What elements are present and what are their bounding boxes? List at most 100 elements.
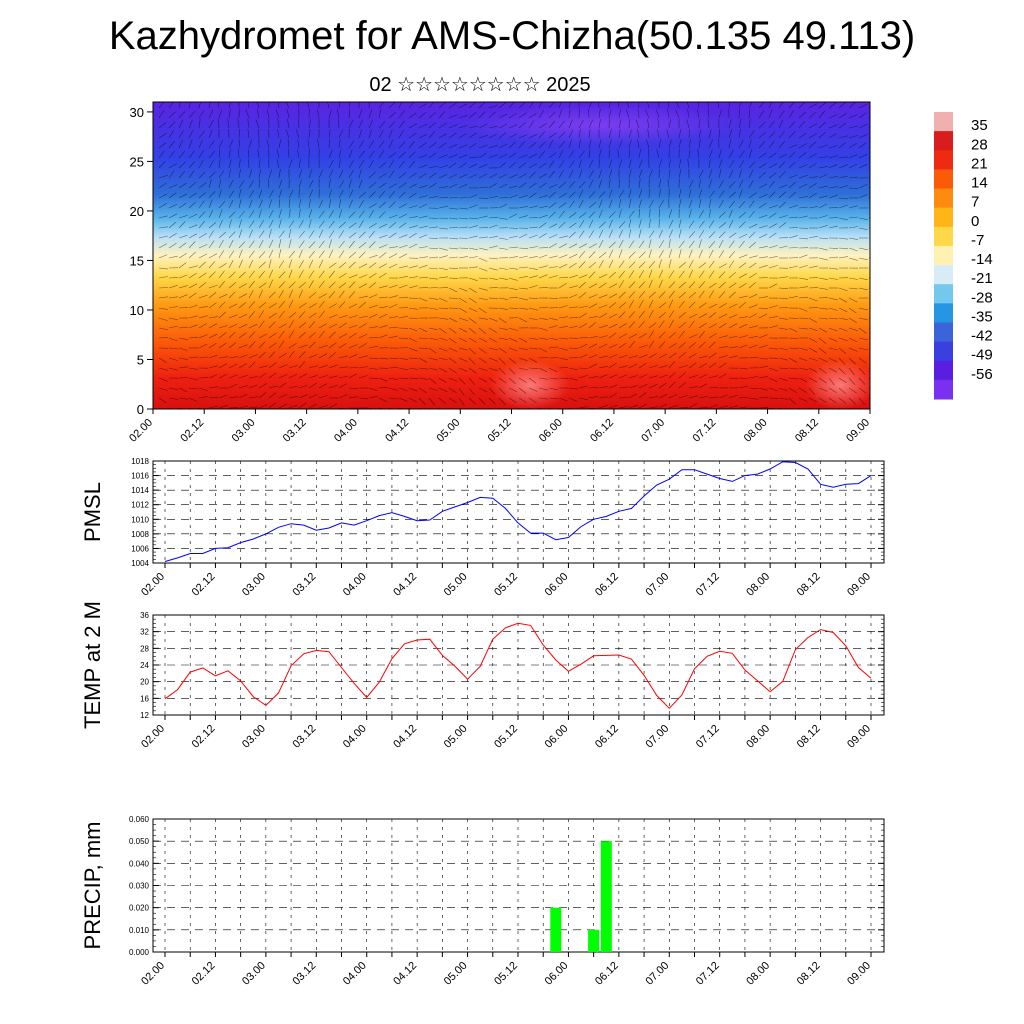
wind-barb	[628, 129, 632, 139]
wind-barb	[598, 221, 606, 229]
wind-barb	[348, 222, 357, 229]
wind-barb	[618, 229, 623, 239]
wind-barb	[448, 114, 458, 119]
wind-barb	[198, 396, 208, 399]
y-tick-label: 10	[130, 303, 144, 318]
wind-barb	[478, 215, 488, 219]
wind-barb	[288, 259, 293, 269]
wind-barb	[258, 392, 267, 399]
wind-barb	[598, 209, 603, 219]
wind-barb	[608, 102, 611, 109]
wind-barb	[438, 267, 448, 271]
wind-barb	[218, 262, 227, 269]
wind-barb	[328, 331, 336, 339]
wind-barb	[288, 299, 294, 309]
wind-barb	[188, 129, 194, 139]
wind-barb	[478, 397, 486, 405]
wind-barb	[288, 281, 296, 289]
wind-barb	[247, 102, 250, 109]
wind-barb	[598, 102, 600, 109]
wind-barb	[618, 190, 624, 199]
wind-barb	[548, 184, 558, 189]
wind-barb	[408, 276, 418, 279]
wind-barb	[298, 159, 301, 169]
wind-barb	[328, 270, 335, 279]
wind-barb	[647, 102, 650, 109]
wind-barb	[168, 317, 178, 321]
wind-barb	[828, 297, 838, 301]
wind-barb	[828, 337, 838, 342]
wind-barb	[798, 265, 808, 269]
wind-barb	[398, 377, 409, 379]
wind-barb	[678, 395, 688, 399]
wind-barb	[678, 219, 682, 229]
wind-barb	[158, 142, 167, 149]
wind-barb	[708, 396, 718, 399]
wind-barb	[368, 262, 377, 269]
wind-barb	[618, 199, 622, 209]
wind-barb	[208, 129, 213, 139]
wind-barb	[327, 102, 330, 109]
wind-barb	[158, 226, 168, 229]
wind-barb	[418, 123, 428, 129]
y-tick-label: 1016	[131, 472, 149, 481]
wind-barb	[838, 387, 847, 395]
wind-barb	[418, 287, 429, 289]
wind-barb	[448, 397, 457, 404]
wind-barb	[308, 365, 318, 369]
wind-barb	[388, 253, 398, 259]
wind-barb	[518, 121, 527, 129]
wind-barb	[418, 215, 428, 219]
wind-barb	[558, 235, 568, 239]
wind-barb	[308, 312, 317, 319]
wind-barb	[768, 205, 778, 209]
wind-barb	[858, 227, 868, 230]
wind-barb	[378, 296, 388, 299]
wind-barb	[548, 266, 558, 269]
wind-barb	[478, 227, 489, 229]
y-tick-label: 0.030	[129, 882, 150, 891]
wind-barb	[568, 294, 578, 299]
wind-barb	[408, 307, 418, 310]
wind-barb	[428, 327, 438, 331]
wind-barb	[208, 386, 218, 389]
wind-barb	[708, 303, 718, 309]
wind-barb	[788, 144, 798, 149]
wind-barb	[428, 165, 438, 169]
wind-barb	[428, 397, 435, 406]
wind-barb	[478, 327, 487, 335]
wind-barb	[528, 397, 537, 404]
wind-barb	[528, 142, 537, 149]
wind-barb	[588, 251, 596, 259]
wind-barb	[738, 119, 742, 129]
wind-barb	[538, 131, 546, 139]
wind-barb	[248, 331, 256, 339]
wind-barb	[278, 352, 287, 359]
wind-barb	[228, 250, 235, 259]
wind-barb	[238, 313, 248, 319]
wind-barb	[708, 352, 717, 359]
wind-barb	[438, 205, 448, 209]
wind-barb	[288, 269, 293, 279]
wind-barb	[438, 227, 448, 230]
wind-barb	[558, 181, 566, 189]
wind-barb	[648, 384, 658, 389]
wind-barb	[158, 110, 165, 119]
wind-barb	[438, 327, 447, 334]
wind-barb	[198, 200, 205, 209]
wind-barb	[208, 109, 214, 119]
wind-barb	[588, 363, 598, 369]
wind-barb	[818, 397, 827, 403]
y-axis-label: PMSL	[80, 482, 105, 542]
wind-barb	[738, 295, 748, 299]
wind-barb	[668, 405, 678, 409]
wind-barb	[778, 357, 788, 361]
wind-barb	[478, 277, 488, 280]
wind-barb	[838, 307, 848, 313]
wind-barb	[278, 310, 285, 319]
wind-barb	[848, 317, 857, 323]
wind-barb	[818, 237, 829, 239]
wind-barb	[668, 310, 675, 319]
wind-barb	[748, 282, 757, 289]
wind-barb	[686, 102, 690, 109]
